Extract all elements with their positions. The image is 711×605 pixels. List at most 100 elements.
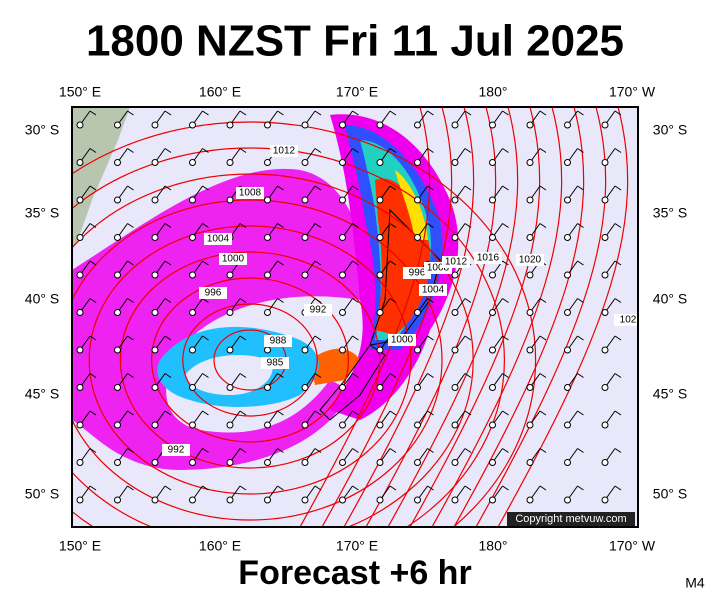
isobar-label: 1004 (207, 234, 230, 245)
isobar-label: 996 (205, 288, 222, 299)
wind-barb (352, 110, 359, 116)
station (226, 121, 234, 129)
station (376, 196, 384, 204)
station (376, 121, 384, 129)
station (226, 159, 234, 166)
wind-barb (239, 485, 247, 491)
wind-barb (427, 485, 434, 491)
isobar-label: 1004 (422, 285, 445, 296)
wind-barb (389, 410, 397, 416)
station (339, 196, 346, 204)
station (564, 384, 571, 391)
wind-barb (539, 410, 547, 416)
wind-barb (614, 223, 622, 228)
station (189, 496, 196, 504)
wind-barb (277, 448, 284, 453)
wind-barb (614, 335, 622, 341)
station (264, 421, 271, 429)
station (526, 421, 534, 429)
station (376, 496, 384, 504)
wind-barb (202, 298, 209, 303)
wind-barb (314, 485, 322, 491)
wind-barb (239, 373, 247, 378)
station (76, 159, 84, 166)
isobar (387, 107, 519, 527)
wind-barb (614, 185, 622, 191)
isobar-label: 992 (168, 445, 185, 456)
station (114, 159, 121, 166)
wind-barb (314, 185, 322, 191)
station (114, 384, 121, 391)
isobar-label-box (388, 334, 416, 346)
isobar (182, 303, 318, 417)
station (451, 271, 459, 279)
wind-barb (352, 260, 359, 266)
station (151, 384, 159, 391)
wind-barb (352, 410, 359, 416)
station (601, 421, 609, 429)
station (151, 159, 159, 166)
station (301, 459, 309, 466)
station (564, 421, 571, 429)
wind-barb (127, 110, 134, 116)
station (264, 496, 271, 504)
wind-barb (89, 223, 97, 228)
station (339, 309, 346, 316)
wind-barb (352, 485, 359, 491)
top-lon-label: 160° E (199, 84, 241, 100)
wind-barb (464, 185, 472, 191)
wind-barb (502, 260, 509, 266)
wind-barb (539, 448, 547, 453)
wind-barb (577, 185, 584, 191)
station (451, 196, 459, 204)
station (376, 384, 384, 391)
station (451, 384, 459, 391)
wind-barb (427, 335, 434, 341)
isobar-label: 102 (620, 315, 637, 326)
isobar (151, 277, 350, 443)
wind-barb (277, 410, 284, 416)
wind-barb (539, 223, 547, 228)
station (564, 271, 571, 279)
station (564, 309, 571, 316)
station (526, 384, 534, 391)
wind-barb (164, 298, 172, 303)
wind-barb (389, 223, 397, 228)
station (526, 121, 534, 129)
station (301, 159, 309, 166)
station (526, 346, 534, 354)
wind-barb (464, 223, 472, 228)
wind-barb (89, 148, 97, 153)
right-lat-label: 35° S (653, 205, 687, 221)
station (264, 121, 271, 129)
station (189, 384, 196, 391)
station (76, 384, 84, 391)
wind-barb (539, 373, 547, 378)
station (489, 309, 496, 316)
wind-barb (89, 260, 97, 266)
station (76, 271, 84, 279)
wind-barb (314, 223, 322, 228)
copyright-box (507, 512, 635, 526)
station (601, 159, 609, 166)
wind-barb (502, 485, 509, 491)
bottom-lon-label: 170° W (609, 538, 656, 554)
wind-barb (389, 485, 397, 491)
station (489, 234, 496, 241)
station (151, 121, 159, 129)
wind-barb (427, 410, 434, 416)
station (264, 159, 271, 166)
wind-barb (314, 110, 322, 116)
station (189, 459, 196, 466)
wind-barb (352, 223, 359, 228)
station (414, 159, 421, 166)
wind-barb (239, 148, 247, 153)
wind-barb (314, 335, 322, 341)
isobar-label-box (516, 254, 544, 266)
wind-barb (127, 148, 134, 153)
rain-yellow (395, 170, 428, 240)
station (114, 421, 121, 429)
station (414, 421, 421, 429)
wind-barb (164, 485, 172, 491)
wind-barb (502, 298, 509, 303)
